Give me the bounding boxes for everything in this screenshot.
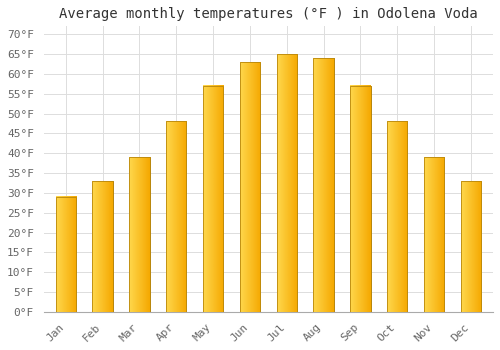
Title: Average monthly temperatures (°F ) in Odolena Voda: Average monthly temperatures (°F ) in Od…: [59, 7, 478, 21]
Bar: [387, 121, 407, 312]
Bar: [276, 54, 297, 312]
Bar: [203, 86, 223, 312]
Bar: [276, 54, 297, 312]
Bar: [92, 181, 112, 312]
Bar: [56, 197, 76, 312]
Bar: [314, 58, 334, 312]
Bar: [130, 157, 150, 312]
Bar: [350, 86, 370, 312]
Bar: [130, 157, 150, 312]
Bar: [314, 58, 334, 312]
Bar: [424, 157, 444, 312]
Bar: [240, 62, 260, 312]
Bar: [461, 181, 481, 312]
Bar: [56, 197, 76, 312]
Bar: [350, 86, 370, 312]
Bar: [387, 121, 407, 312]
Bar: [461, 181, 481, 312]
Bar: [424, 157, 444, 312]
Bar: [203, 86, 223, 312]
Bar: [92, 181, 112, 312]
Bar: [166, 121, 186, 312]
Bar: [240, 62, 260, 312]
Bar: [166, 121, 186, 312]
